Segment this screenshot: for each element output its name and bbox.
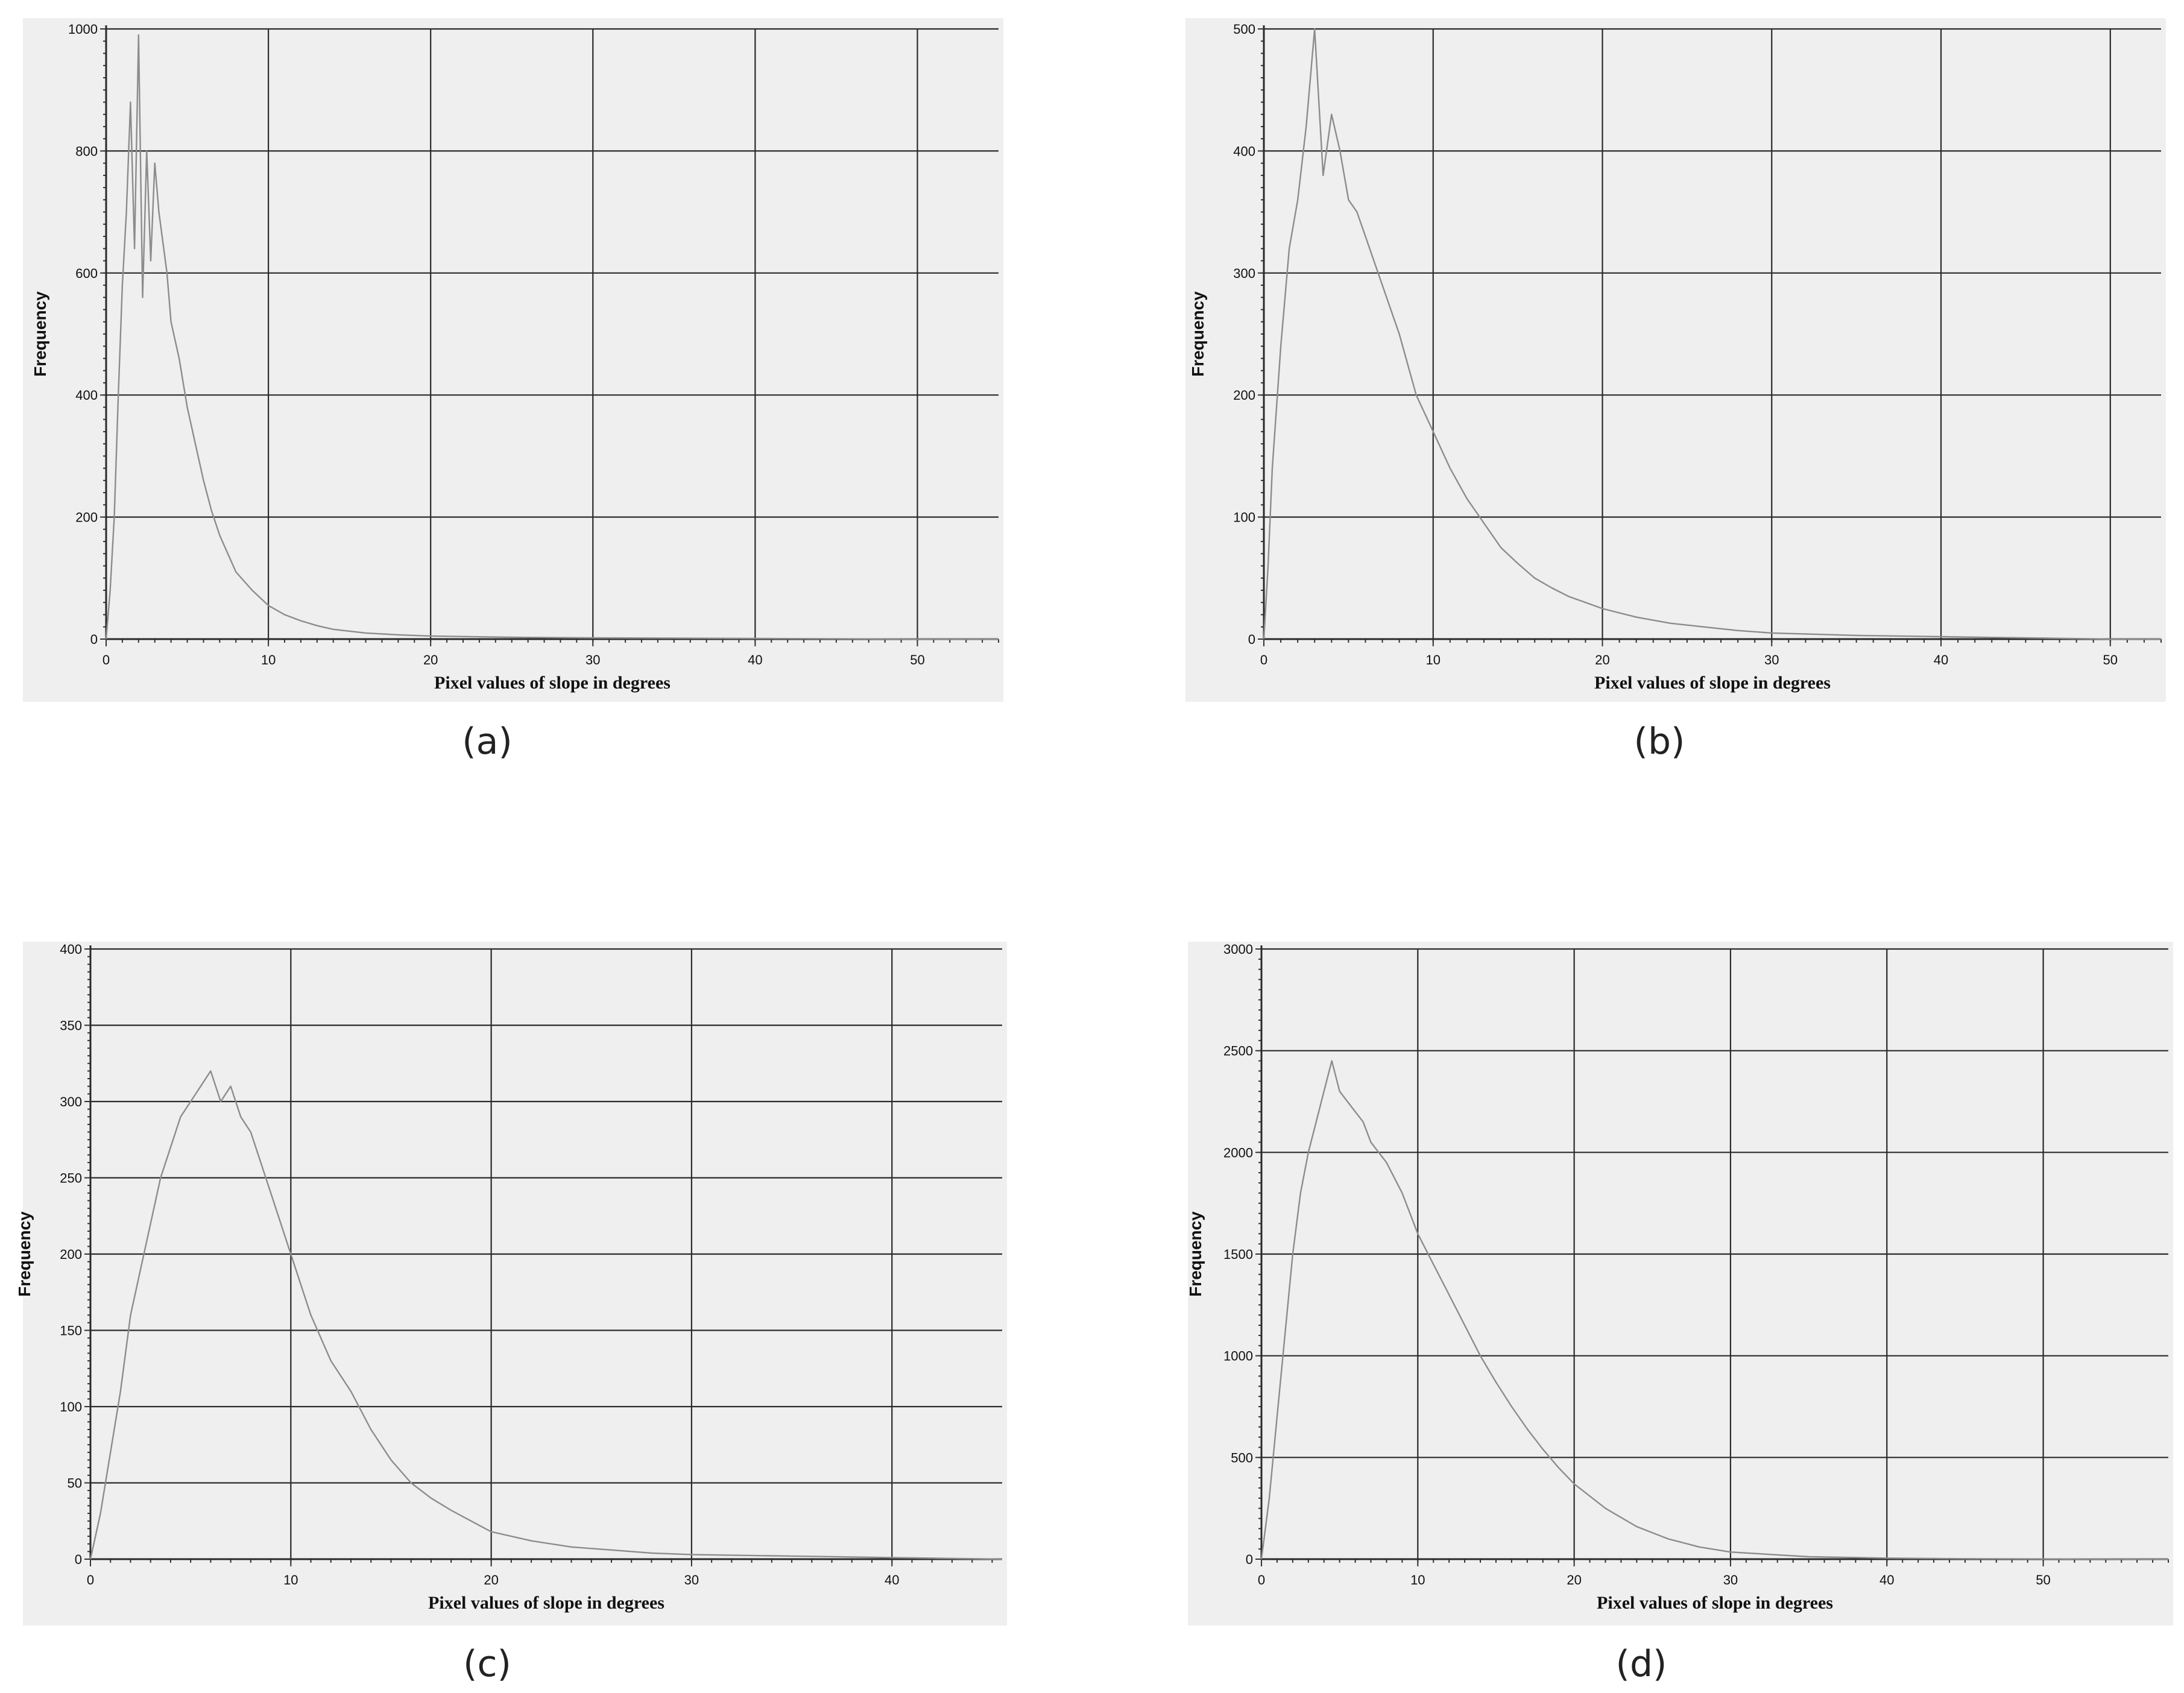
y-tick-label-c: 400 bbox=[60, 942, 82, 957]
chart-svg-c: 0 50 100 150 200 250 300 350 400 0 10 20 30 40 Pixel v… bbox=[15, 942, 1003, 1613]
x-tick-label-a: 20 bbox=[423, 652, 438, 667]
caption-c: (c) bbox=[463, 1643, 511, 1685]
y-tick-label-d: 2000 bbox=[1223, 1145, 1253, 1160]
y-tick-label-d: 0 bbox=[1246, 1552, 1253, 1567]
chart-panel-d: 0 500 1000 1500 2000 2500 3000 0 10 20 30 40 50 Pixel… bbox=[1186, 942, 2173, 1625]
y-tick-label-d: 2500 bbox=[1223, 1044, 1253, 1059]
series-line-a bbox=[105, 34, 999, 640]
x-tick-label-a: 50 bbox=[910, 652, 924, 667]
x-tick-label-c: 0 bbox=[87, 1572, 94, 1587]
y-axis-label-b: Frequency bbox=[1188, 291, 1207, 377]
y-tick-label-c: 100 bbox=[60, 1399, 82, 1414]
caption-b: (b) bbox=[1633, 720, 1685, 763]
x-tick-label-c: 30 bbox=[684, 1572, 699, 1587]
chart-panel-c: 0 50 100 150 200 250 300 350 400 0 10 20 30 40 Pixel v… bbox=[15, 942, 1007, 1625]
series-line-b bbox=[1263, 28, 2161, 640]
y-tick-label-b: 0 bbox=[1248, 632, 1255, 647]
y-tick-label-c: 350 bbox=[60, 1018, 82, 1033]
y-tick-label-d: 3000 bbox=[1223, 942, 1253, 957]
y-tick-label-b: 500 bbox=[1233, 22, 1255, 37]
x-tick-label-b: 50 bbox=[2103, 652, 2118, 667]
y-tick-label-c: 50 bbox=[68, 1476, 82, 1491]
y-tick-label-a: 0 bbox=[90, 632, 98, 647]
chart-svg-d: 0 500 1000 1500 2000 2500 3000 0 10 20 30 40 50 Pixel… bbox=[1186, 942, 2169, 1613]
x-axis-label-b: Pixel values of slope in degrees bbox=[1594, 673, 1831, 693]
chart-panel-a: 0 200 400 600 800 1000 0 10 20 30 40 50 Pixel values… bbox=[23, 18, 1003, 702]
y-tick-label-c: 250 bbox=[60, 1171, 82, 1186]
y-tick-label-c: 0 bbox=[75, 1552, 82, 1567]
x-tick-label-b: 20 bbox=[1595, 652, 1609, 667]
x-tick-label-b: 10 bbox=[1426, 652, 1441, 667]
y-axis-label-c: Frequency bbox=[15, 1211, 34, 1297]
chart-svg-a: 0 200 400 600 800 1000 0 10 20 30 40 50 Pixel values… bbox=[31, 22, 999, 693]
plot-area-a bbox=[106, 29, 999, 639]
x-tick-label-a: 40 bbox=[748, 652, 762, 667]
caption-a: (a) bbox=[462, 720, 513, 763]
x-axis-label-a: Pixel values of slope in degrees bbox=[434, 673, 671, 693]
y-tick-label-a: 400 bbox=[75, 388, 98, 403]
series-line-c bbox=[89, 1070, 1003, 1560]
y-tick-label-a: 200 bbox=[75, 510, 98, 525]
x-tick-label-a: 10 bbox=[261, 652, 276, 667]
x-tick-label-c: 40 bbox=[885, 1572, 899, 1587]
caption-d: (d) bbox=[1615, 1643, 1667, 1685]
y-tick-label-a: 600 bbox=[75, 266, 98, 281]
x-axis-label-c: Pixel values of slope in degrees bbox=[428, 1593, 664, 1613]
x-tick-label-d: 30 bbox=[1723, 1572, 1738, 1587]
x-tick-label-a: 0 bbox=[103, 652, 110, 667]
y-tick-label-b: 300 bbox=[1233, 266, 1255, 281]
y-tick-label-c: 150 bbox=[60, 1323, 82, 1338]
y-tick-label-c: 300 bbox=[60, 1094, 82, 1109]
x-tick-label-a: 30 bbox=[585, 652, 600, 667]
chart-svg-b: 0 100 200 300 400 500 0 10 20 30 40 50 Pixel values … bbox=[1188, 22, 2162, 693]
x-tick-label-b: 40 bbox=[1934, 652, 1948, 667]
y-axis-label-a: Frequency bbox=[31, 291, 49, 377]
series-line-d bbox=[1260, 1060, 2169, 1560]
plot-area-b bbox=[1264, 29, 2161, 639]
y-tick-label-c: 200 bbox=[60, 1247, 82, 1262]
y-tick-label-d: 500 bbox=[1231, 1450, 1253, 1465]
y-axis-label-d: Frequency bbox=[1186, 1211, 1205, 1297]
x-tick-label-d: 0 bbox=[1258, 1572, 1265, 1587]
y-tick-label-b: 100 bbox=[1233, 510, 1255, 525]
x-tick-label-b: 0 bbox=[1260, 652, 1267, 667]
x-tick-label-c: 20 bbox=[484, 1572, 498, 1587]
x-tick-label-c: 10 bbox=[283, 1572, 298, 1587]
x-tick-label-d: 50 bbox=[2036, 1572, 2050, 1587]
x-tick-label-d: 40 bbox=[1879, 1572, 1894, 1587]
y-tick-label-a: 1000 bbox=[68, 22, 98, 37]
y-tick-label-b: 200 bbox=[1233, 388, 1255, 403]
y-tick-label-a: 800 bbox=[75, 143, 98, 159]
x-tick-label-d: 20 bbox=[1567, 1572, 1581, 1587]
y-tick-label-d: 1000 bbox=[1223, 1349, 1253, 1364]
x-tick-label-d: 10 bbox=[1410, 1572, 1425, 1587]
x-axis-label-d: Pixel values of slope in degrees bbox=[1597, 1593, 1833, 1613]
chart-panel-b: 0 100 200 300 400 500 0 10 20 30 40 50 Pixel values … bbox=[1185, 18, 2166, 702]
y-tick-label-b: 400 bbox=[1233, 143, 1255, 159]
x-tick-label-b: 30 bbox=[1764, 652, 1779, 667]
y-tick-label-d: 1500 bbox=[1223, 1247, 1253, 1262]
